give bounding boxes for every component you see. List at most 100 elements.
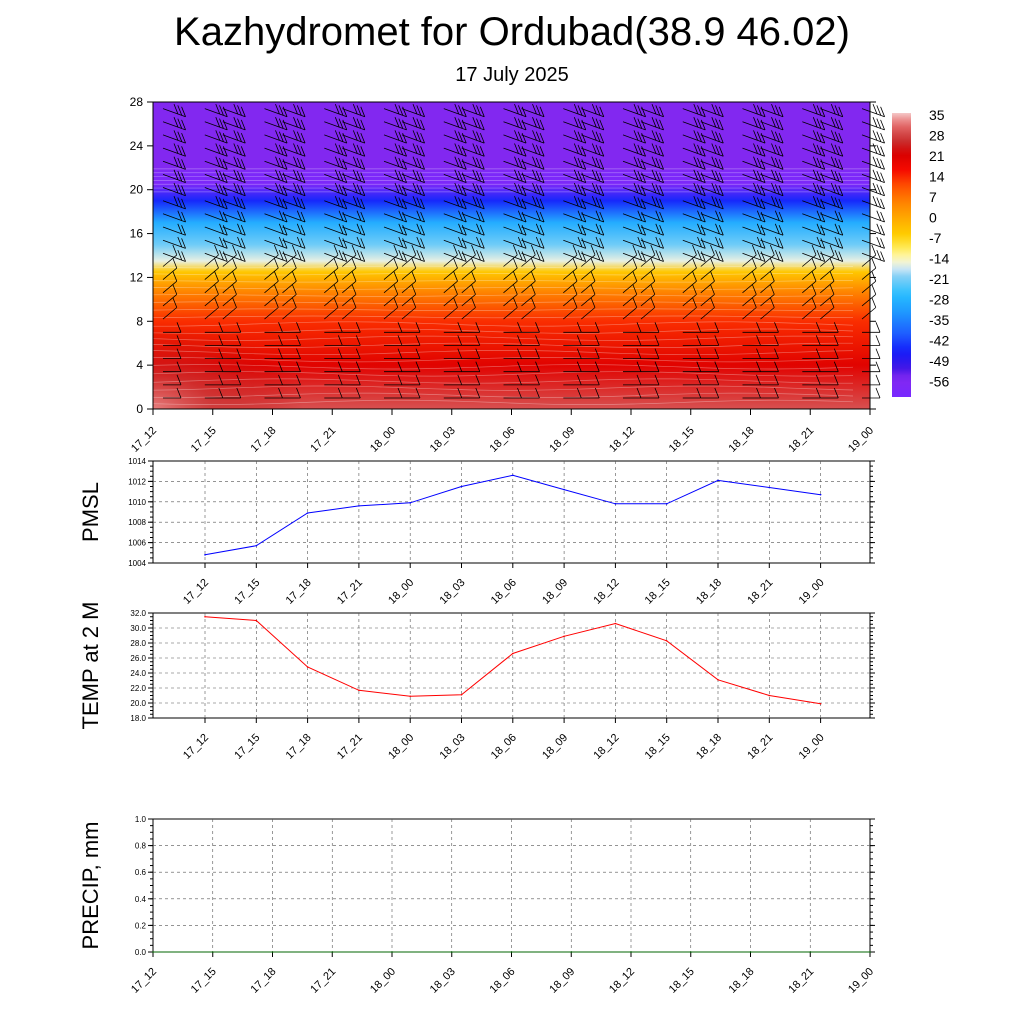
wind-barb <box>802 322 821 333</box>
wind-barb <box>204 223 228 236</box>
wind-barb <box>581 284 596 307</box>
wind-barb <box>222 249 246 262</box>
wind-barb <box>282 322 301 333</box>
x-tick-label: 17_15 <box>232 577 262 607</box>
wind-barb <box>622 249 646 262</box>
y-tick-label: 1.0 <box>135 815 147 824</box>
wind-barb <box>700 236 724 249</box>
wind-barb <box>204 348 224 359</box>
wind-barb <box>324 223 348 236</box>
x-tick-label: 18_18 <box>727 425 757 455</box>
data-point <box>460 485 463 488</box>
wind-barb <box>861 297 877 320</box>
wind-barb <box>204 117 228 131</box>
x-tick-label: 18_03 <box>438 577 468 607</box>
wind-barb <box>282 361 301 373</box>
wind-barb <box>760 156 784 170</box>
wind-barb <box>402 348 421 359</box>
wind-barb <box>862 361 881 373</box>
x-tick-label: 19_00 <box>846 966 876 996</box>
wind-barb <box>384 335 403 346</box>
x-tick-label: 17_15 <box>232 732 262 762</box>
wind-barb <box>383 103 407 118</box>
data-point <box>819 702 822 705</box>
y-tick-label: 1012 <box>128 477 146 486</box>
x-tick-label: 19_00 <box>846 425 876 455</box>
wind-barb <box>384 374 403 386</box>
wind-barb <box>802 210 826 223</box>
colorbar-label: -56 <box>929 374 949 390</box>
wind-barb <box>700 117 724 131</box>
wind-barb <box>443 335 463 346</box>
wind-barb <box>401 156 425 170</box>
wind-barb <box>861 182 885 197</box>
wind-barb <box>641 361 660 373</box>
wind-barb <box>222 117 246 131</box>
wind-barb <box>682 244 697 267</box>
wind-barb <box>503 169 527 183</box>
wind-barb <box>760 143 784 157</box>
wind-barb <box>640 271 656 294</box>
y-axis-label: TEMP at 2 M <box>78 602 103 730</box>
wind-barb <box>742 103 766 118</box>
wind-barb <box>622 297 638 320</box>
wind-barb <box>163 361 182 373</box>
wind-barb <box>640 244 656 267</box>
y-tick-label: 1014 <box>128 457 146 466</box>
wind-barb <box>342 169 366 183</box>
wind-barb <box>264 169 288 183</box>
wind-barb <box>861 117 885 131</box>
x-tick-label: 18_15 <box>643 577 673 607</box>
wind-barb <box>563 257 578 280</box>
wind-barb <box>461 117 485 131</box>
wind-barb <box>383 244 399 267</box>
wind-barb <box>383 284 399 307</box>
wind-barb <box>401 117 425 131</box>
wind-barb <box>384 348 403 359</box>
wind-barb <box>623 374 642 386</box>
wind-barb <box>802 335 821 346</box>
y-tick-label: 0.0 <box>135 948 147 957</box>
wind-barb <box>282 169 306 183</box>
wind-barb <box>264 322 283 333</box>
y-tick-label: 16 <box>130 227 144 241</box>
wind-barb <box>204 361 224 373</box>
wind-barb <box>820 223 844 236</box>
wind-barb <box>640 236 664 249</box>
wind-barb <box>282 196 306 210</box>
wind-barb <box>760 361 779 373</box>
wind-barb <box>700 244 715 267</box>
wind-barb <box>820 271 835 294</box>
wind-barb <box>324 297 339 320</box>
wind-barb <box>401 284 417 307</box>
x-tick-label: 18_09 <box>547 966 577 996</box>
wind-barb <box>461 196 485 210</box>
wind-barb <box>861 103 885 118</box>
wind-barb <box>264 249 288 262</box>
wind-barb <box>383 130 407 144</box>
wind-barb <box>682 374 702 386</box>
wind-barb <box>802 169 826 183</box>
y-tick-label: 28 <box>130 95 144 109</box>
wind-barb <box>682 223 706 236</box>
wind-barb <box>204 156 228 170</box>
wind-barb <box>581 387 600 399</box>
wind-barb <box>461 335 481 346</box>
x-tick-label: 18_12 <box>591 577 621 607</box>
y-tick-label: 1008 <box>128 518 146 527</box>
wind-barb <box>641 387 660 399</box>
wind-barb <box>641 335 660 346</box>
data-point <box>665 503 668 505</box>
wind-barb <box>204 387 224 399</box>
wind-barb <box>443 103 467 118</box>
wind-barb <box>503 210 527 223</box>
wind-barb <box>682 335 702 346</box>
wind-barb <box>204 244 219 267</box>
wind-barb <box>802 236 826 249</box>
wind-barb <box>204 297 219 320</box>
wind-barb <box>742 284 757 307</box>
wind-barb <box>581 297 596 320</box>
x-tick-label: 18_06 <box>489 577 519 607</box>
wind-barb <box>204 322 224 333</box>
wind-barb <box>282 249 306 262</box>
